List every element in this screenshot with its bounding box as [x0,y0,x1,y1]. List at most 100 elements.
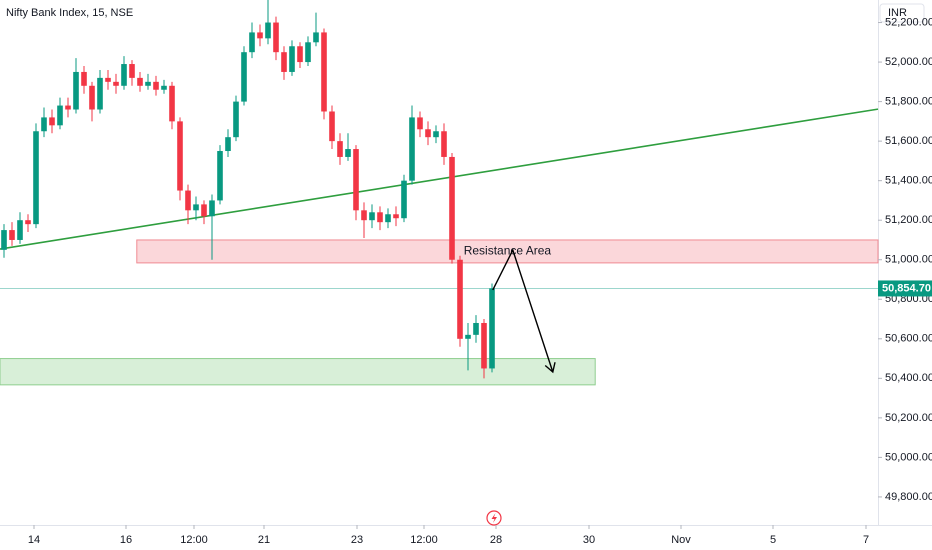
candle-body [249,32,255,53]
candle-body [465,334,471,339]
trendline [0,108,879,250]
candle-body [25,220,31,225]
candle-body [409,117,415,181]
candle-body [73,71,79,110]
candle-body [473,322,479,335]
candle-body [241,52,247,102]
x-tick-label: 21 [258,534,270,546]
candle-body [97,77,103,110]
candle-body [161,85,167,90]
candle-body [305,42,311,63]
candle-body [353,149,359,211]
candle-body [441,131,447,157]
y-tick-label: 50,000.00 [885,451,932,463]
candle-body [89,85,95,110]
y-tick-label: 50,200.00 [885,412,932,424]
y-tick-label: 49,800.00 [885,491,932,503]
candle-body [49,117,55,126]
candle-body [57,105,63,126]
x-tick-label: 23 [351,534,363,546]
candle-body [33,131,39,225]
y-tick-label: 50,600.00 [885,333,932,345]
candle-body [41,117,47,132]
y-tick-label: 51,600.00 [885,135,932,147]
candle-body [273,22,279,53]
zone-label: Resistance Area [464,244,552,258]
candle-body [137,77,143,86]
candle-body [425,129,431,138]
candle-body [257,32,263,39]
x-tick-label: 12:00 [180,534,208,546]
candle-body [209,200,215,217]
candle-body [377,212,383,223]
last-price-box [878,280,932,297]
candle-body [105,77,111,82]
candle-body [345,149,351,157]
candle-body [81,71,87,86]
candle-body [225,137,231,152]
y-tick-label: 51,200.00 [885,214,932,226]
candle-body [113,81,119,86]
candle-body [361,210,367,221]
currency-button[interactable] [879,3,925,23]
candle-body [289,46,295,72]
y-tick-label: 50,400.00 [885,372,932,384]
plot-area: Resistance Area [0,0,879,386]
candle-body [329,111,335,142]
candle-body [153,81,159,90]
arrow-path [492,248,554,373]
candle-body [17,220,23,240]
candle-body [449,156,455,260]
candle-body [337,141,343,157]
candle-body [401,180,407,219]
candle-body [1,230,7,250]
candle-body [481,322,487,369]
candle-body [313,32,319,43]
replay-icon[interactable] [486,510,502,526]
candle-body [297,46,303,63]
x-tick-label: 16 [120,534,132,546]
candle-body [217,151,223,201]
y-tick-label: 52,200.00 [885,16,932,28]
candle-body [281,52,287,72]
candle-body [321,32,327,112]
candle-body [9,230,15,240]
arrow-head [544,362,556,374]
candle-body [385,214,391,223]
zone [0,358,596,386]
candle-body [193,204,199,211]
title-backdrop [0,0,160,26]
candle-body [489,288,495,369]
chart-title: Nifty Bank Index, 15, NSE [6,7,133,19]
y-tick-label: 51,800.00 [885,96,932,108]
candle-body [433,131,439,138]
last-price-label: 50,854.70 [882,282,931,294]
x-tick-label: 5 [770,534,776,546]
x-tick-label: 14 [28,534,40,546]
y-tick-label: 51,400.00 [885,175,932,187]
y-tick-label: 52,000.00 [885,56,932,68]
zone [136,239,879,264]
y-tick-label: 51,000.00 [885,254,932,266]
candle-body [265,22,271,39]
candle-body [121,64,127,86]
x-tick-label: Nov [671,534,691,546]
candle-body [233,101,239,138]
candle-body [177,121,183,191]
candle-body [129,64,135,78]
candle-body [201,204,207,217]
currency-label: INR [888,7,907,19]
candle-body [369,212,375,221]
candle-body [145,81,151,86]
candle-body [169,85,175,122]
candle-body [185,190,191,211]
x-tick-label: 7 [863,534,869,546]
candle-body [393,214,399,219]
candle-body [417,117,423,130]
candle-body [457,259,463,339]
x-tick-label: 12:00 [410,534,438,546]
x-tick-label: 28 [490,534,502,546]
